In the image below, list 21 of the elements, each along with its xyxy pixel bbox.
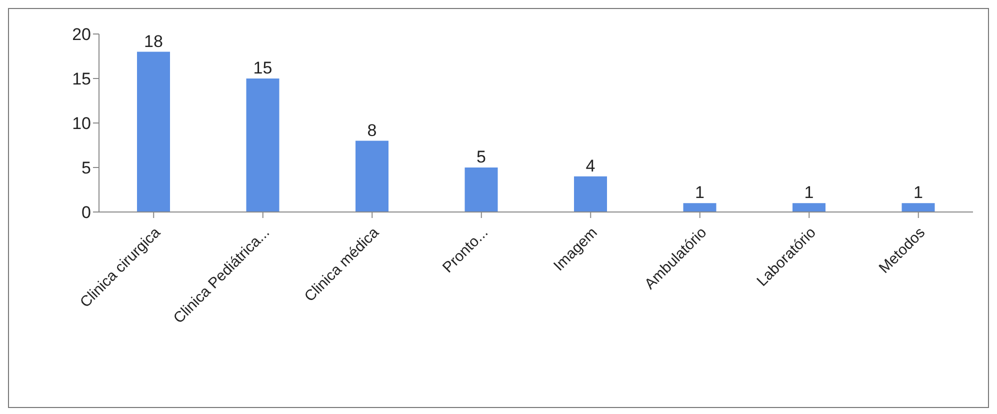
data-label: 4 — [586, 156, 596, 176]
y-tick-label: 10 — [72, 114, 91, 134]
bar — [464, 168, 498, 212]
data-label: 1 — [804, 183, 814, 202]
y-tick-label: 0 — [82, 203, 91, 222]
data-label: 5 — [476, 148, 486, 166]
bar — [902, 203, 935, 212]
data-label: 1 — [695, 183, 704, 202]
y-tick-label: 15 — [72, 70, 91, 89]
bar — [574, 176, 607, 212]
bar — [246, 78, 280, 212]
bar — [356, 140, 388, 212]
data-label: 8 — [367, 120, 377, 140]
bar — [683, 203, 716, 212]
bar — [792, 203, 826, 212]
data-label: 1 — [914, 183, 923, 202]
bar — [137, 52, 170, 212]
data-label: 18 — [144, 32, 163, 51]
y-tick-label: 20 — [72, 25, 91, 44]
y-tick-label: 5 — [82, 158, 91, 178]
data-label: 15 — [253, 58, 272, 78]
